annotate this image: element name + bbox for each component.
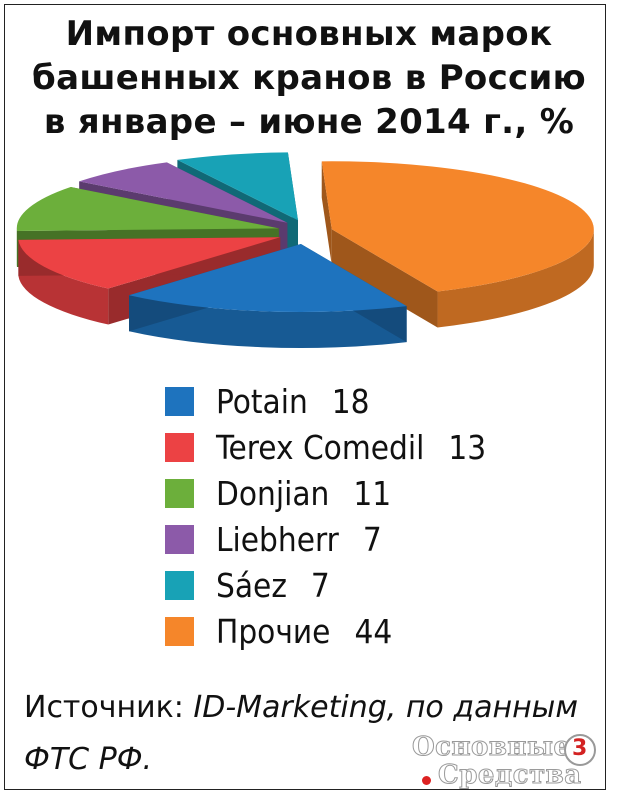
publisher-logo: Основные Средства 3 [404,728,608,798]
pie-slice-top [79,162,288,223]
legend-label: Sáez [216,565,287,605]
pie-slice-side [437,229,594,328]
legend-value: 7 [362,519,382,559]
logo-dot [422,776,431,785]
chart-frame [4,4,606,790]
pie-slice-top [129,243,407,312]
legend-item-terex-comedil: Terex Comedil 13 [165,424,486,470]
chart-title: Импорт основных марок башенных кранов в … [0,12,618,144]
chart-title-line-3: в январе – июне 2014 г., % [43,102,575,142]
source-text: ID-Marketing, по данным ФТС РФ. [24,690,578,777]
logo-mark: 3 [572,736,588,761]
legend-label: Прочие [216,611,331,651]
pie-slice-прочие [321,161,594,328]
legend-swatch [165,570,194,600]
pie-slice-potain [129,243,407,348]
legend-label: Potain [216,381,308,421]
logo-circle [564,734,596,766]
pie-slice-cut [331,229,438,328]
legend-value: 7 [310,565,330,605]
pie-slice-side [18,239,109,325]
legend-label: Terex Comedil [216,427,425,467]
legend-swatch [165,432,194,462]
legend-item-liebherr: Liebherr 7 [165,516,486,562]
pie-chart [16,152,594,348]
legend-swatch [165,386,194,416]
logo-text-line-1: Основные [412,732,571,763]
pie-slice-top [321,161,594,292]
source-note: Источник: ID-Marketing, по данным ФТС РФ… [24,682,594,786]
pie-slice-cut [321,161,332,266]
legend-label: Donjian [216,473,330,513]
pie-slice-top [177,152,298,221]
legend-item-potain: Potain 18 [165,378,486,424]
legend-item-donjian: Donjian 11 [165,470,486,516]
legend-swatch [165,478,194,508]
chart-title-line-2: башенных кранов в Россию [32,58,586,98]
legend-swatch [165,524,194,554]
logo-text-line-2: Средства [438,760,582,791]
chart-legend: Potain 18 Terex Comedil 13 Donjian 11 Li… [165,378,486,654]
legend-value: 44 [354,611,393,651]
legend-value: 18 [331,381,370,421]
legend-label: Liebherr [216,519,339,559]
legend-item-saez: Sáez 7 [165,562,486,608]
pie-slice-top [18,237,281,289]
legend-swatch [165,616,194,646]
legend-value: 13 [448,427,487,467]
legend-value: 11 [353,473,392,513]
pie-slice-top [16,187,279,231]
source-label: Источник: [24,690,184,725]
legend-item-other: Прочие 44 [165,608,486,654]
chart-title-line-1: Импорт основных марок [65,14,553,54]
